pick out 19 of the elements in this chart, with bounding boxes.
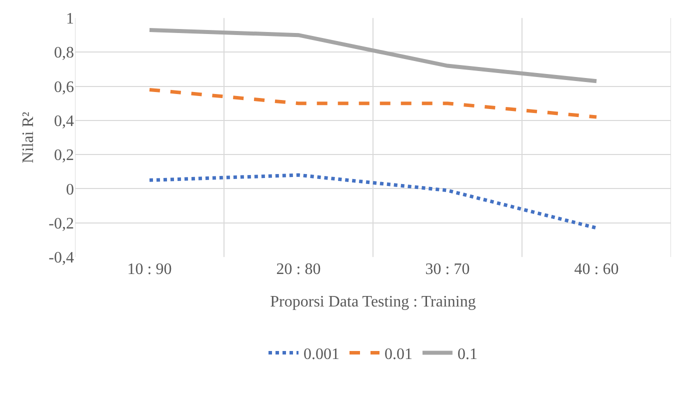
y-axis-title: Nilai R² — [20, 112, 37, 164]
x-tick-label: 30 : 70 — [425, 261, 470, 278]
legend-label: 0.01 — [384, 346, 412, 364]
y-tick-label: 0,2 — [54, 147, 74, 164]
line-series — [148, 173, 598, 230]
x-tick-label: 10 : 90 — [127, 261, 172, 278]
y-tick-label: 0,6 — [54, 78, 74, 96]
y-tick-label: -0,4 — [48, 250, 74, 267]
legend-label: 0.001 — [304, 346, 340, 364]
x-tick-label: 20 : 80 — [276, 261, 321, 278]
x-tick-label: 40 : 60 — [574, 261, 619, 278]
y-tick-label: 0,8 — [54, 44, 74, 62]
y-tick-label: 0,4 — [54, 113, 74, 130]
line-series — [148, 28, 598, 84]
x-axis-title: Proporsi Data Testing : Training — [270, 294, 476, 311]
legend-label: 0.1 — [458, 346, 478, 364]
y-tick-label: 1 — [66, 10, 74, 28]
y-tick-label: -0,2 — [48, 215, 74, 232]
y-tick-label: 0 — [66, 181, 74, 198]
